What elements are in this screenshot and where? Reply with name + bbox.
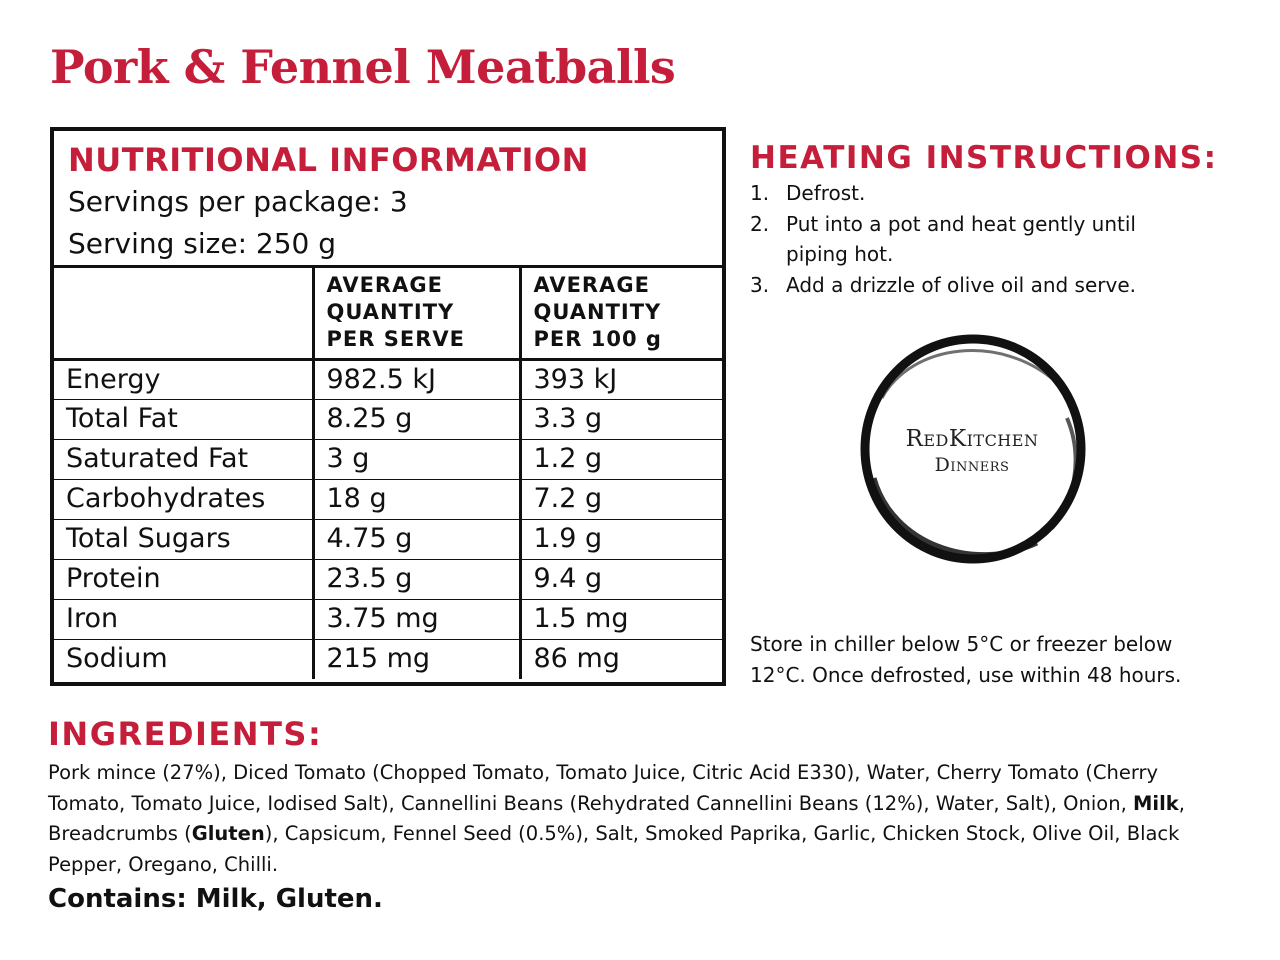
per-100g-value: 9.4 g [520,559,722,600]
nutrient-name: Total Sugars [54,519,315,560]
table-row: Carbohydrates 18 g 7.2 g [54,479,722,520]
ingredients-text: ), Capsicum, Fennel Seed (0.5%), Salt, S… [48,822,1180,876]
brand-logo: RedKitchen Dinners [852,328,1092,572]
ingredients-list: Pork mince (27%), Diced Tomato (Chopped … [48,758,1228,880]
header-line: PER SERVE [326,327,465,352]
logo-text-sub: Dinners [934,454,1010,476]
header-line: QUANTITY [326,300,455,325]
column-header-per-serve: AVERAGE QUANTITY PER SERVE [313,268,522,361]
per-serve-value: 982.5 kJ [313,359,522,400]
nutrition-header: NUTRITIONAL INFORMATION Servings per pac… [54,131,722,268]
logo-text-brand: RedKitchen [905,426,1039,452]
per-serve-value: 4.75 g [313,519,522,560]
per-100g-value: 393 kJ [520,359,722,400]
brush-circle-icon [860,334,1086,564]
storage-line: Store in chiller below 5°C or freezer be… [750,632,1173,656]
table-row: Iron 3.75 mg 1.5 mg [54,599,722,640]
header-line: AVERAGE [326,273,443,298]
nutrient-name: Total Fat [54,399,315,440]
nutrient-name: Protein [54,559,315,600]
step-number: 1. [750,181,770,205]
storage-line: 12°C. Once defrosted, use within 48 hour… [750,663,1182,687]
heating-steps: 1. Defrost. 2. Put into a pot and heat g… [750,178,1260,300]
storage-note: Store in chiller below 5°C or freezer be… [750,629,1250,691]
header-line: PER 100 g [533,327,662,352]
header-line: AVERAGE [533,273,650,298]
table-row: Sodium 215 mg 86 mg [54,639,722,679]
per-100g-value: 3.3 g [520,399,722,440]
ingredients-heading: INGREDIENTS: [48,715,323,753]
table-row: Energy 982.5 kJ 393 kJ [54,359,722,400]
per-100g-value: 7.2 g [520,479,722,520]
step-text: Put into a pot and heat gently until pip… [786,211,1136,267]
heating-heading: HEATING INSTRUCTIONS: [750,140,1218,176]
nutrient-name: Carbohydrates [54,479,315,520]
list-item: 2. Put into a pot and heat gently until … [750,209,1260,270]
nutrient-name: Sodium [54,639,315,679]
allergen-statement: Contains: Milk, Gluten. [48,884,383,914]
per-serve-value: 18 g [313,479,522,520]
serving-size: Serving size: 250 g [68,227,337,260]
table-row: Saturated Fat 3 g 1.2 g [54,439,722,480]
per-serve-value: 215 mg [313,639,522,679]
table-row: Total Fat 8.25 g 3.3 g [54,399,722,440]
nutrition-panel: NUTRITIONAL INFORMATION Servings per pac… [50,127,726,686]
step-text: Add a drizzle of olive oil and serve. [786,272,1136,297]
step-number: 3. [750,272,770,297]
table-row: Total Sugars 4.75 g 1.9 g [54,519,722,560]
step-number: 2. [750,211,770,236]
nutrient-name: Iron [54,599,315,640]
table-header-row: AVERAGE QUANTITY PER SERVE AVERAGE QUANT… [54,268,722,361]
allergen-milk: Milk [1132,791,1179,815]
per-serve-value: 23.5 g [313,559,522,600]
nutrition-table: AVERAGE QUANTITY PER SERVE AVERAGE QUANT… [54,268,722,679]
nutrient-name: Energy [54,359,315,400]
header-line: QUANTITY [533,300,662,325]
ingredients-text: , Breadcrumbs ( [48,791,1185,846]
column-header-nutrient [54,268,315,361]
per-serve-value: 3 g [313,439,522,480]
ingredients-text: Pork mince (27%), Diced Tomato (Chopped … [48,761,1159,815]
list-item: 1. Defrost. [750,178,1260,209]
nutrient-name: Saturated Fat [54,439,315,480]
per-serve-value: 8.25 g [313,399,522,440]
nutrition-heading: NUTRITIONAL INFORMATION [68,141,589,179]
per-100g-value: 1.5 mg [520,599,722,640]
per-100g-value: 1.2 g [520,439,722,480]
allergen-gluten: Gluten [191,822,265,845]
column-header-per-100g: AVERAGE QUANTITY PER 100 g [520,268,722,361]
per-serve-value: 3.75 mg [313,599,522,640]
per-100g-value: 1.9 g [520,519,722,560]
servings-per-package: Servings per package: 3 [68,185,408,218]
step-text: Defrost. [786,181,866,205]
per-100g-value: 86 mg [533,643,620,675]
table-row: Protein 23.5 g 9.4 g [54,559,722,600]
heating-instructions: HEATING INSTRUCTIONS: 1. Defrost. 2. Put… [750,138,1260,300]
page-title: Pork & Fennel Meatballs [50,40,676,94]
list-item: 3. Add a drizzle of olive oil and serve. [750,270,1260,301]
